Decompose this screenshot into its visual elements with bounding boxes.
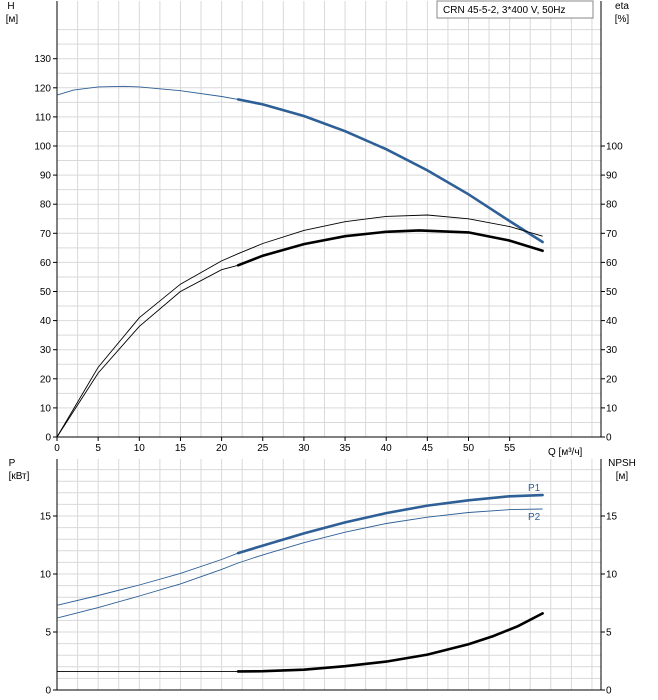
curve-npsh-thick	[236, 612, 544, 673]
left-tick-label: 40	[40, 316, 52, 327]
left-tick-label: 20	[40, 374, 52, 385]
curve-eta_total-thin	[56, 264, 239, 438]
left-tick-label: 5	[45, 628, 51, 639]
right-tick-label: 20	[606, 374, 618, 385]
legend-box-text: CRN 45-5-2, 3*400 V, 50Hz	[443, 5, 565, 16]
y-axis-unit-NPSH: [м]	[616, 471, 629, 482]
curve-h-thin	[56, 85, 239, 100]
left-tick-label: 15	[40, 512, 52, 523]
curve-p2-thin	[56, 508, 543, 619]
right-tick-label: 40	[606, 316, 618, 327]
right-tick-label: 0	[606, 686, 612, 697]
chart-panel-power-npsh	[53, 459, 605, 691]
x-axis-label-Q: Q [м³/ч]	[548, 447, 583, 458]
right-tick-label: 10	[606, 403, 618, 414]
right-tick-label: 30	[606, 345, 618, 356]
left-tick-label: 60	[40, 258, 52, 269]
x-tick-label: 10	[134, 443, 146, 454]
right-tick-label: 60	[606, 258, 618, 269]
left-tick-label: 110	[35, 112, 51, 123]
y-axis-name-eta: eta	[615, 1, 629, 12]
y-axis-name-NPSH: NPSH	[608, 458, 636, 469]
left-tick-label: 70	[40, 229, 52, 240]
x-tick-label: 55	[504, 443, 516, 454]
right-tick-label: 0	[606, 433, 612, 444]
curve-p1-thick	[236, 493, 544, 555]
curve-eta_pump-thin	[56, 214, 543, 438]
y-axis-unit-H: [м]	[6, 14, 19, 25]
left-tick-label: 50	[40, 287, 52, 298]
right-tick-label: 100	[606, 142, 623, 153]
left-tick-label: 90	[40, 171, 52, 182]
right-tick-label: 90	[606, 171, 618, 182]
curve-h-thick	[236, 98, 544, 244]
left-tick-label: 10	[40, 403, 52, 414]
x-tick-label: 40	[381, 443, 393, 454]
x-tick-label: 50	[463, 443, 475, 454]
x-tick-label: 15	[175, 443, 187, 454]
y-axis-unit-eta: [%]	[615, 14, 630, 25]
y-axis-name-H: H	[7, 1, 14, 12]
x-tick-label: 35	[339, 443, 351, 454]
y-axis-name-P: P	[9, 458, 16, 469]
legend-box	[436, 0, 594, 19]
x-tick-label: 5	[95, 443, 101, 454]
curve-eta_total-thick	[236, 229, 544, 267]
x-tick-label: 25	[257, 443, 269, 454]
x-tick-label: 0	[54, 443, 60, 454]
left-tick-label: 10	[40, 570, 52, 581]
left-tick-label: 0	[45, 686, 51, 697]
left-tick-label: 0	[45, 433, 51, 444]
x-tick-label: 30	[298, 443, 310, 454]
left-tick-label: 130	[34, 54, 51, 65]
x-tick-label: 20	[216, 443, 228, 454]
x-tick-label: 45	[422, 443, 434, 454]
right-tick-label: 10	[606, 570, 618, 581]
right-tick-label: 70	[606, 229, 618, 240]
right-tick-label: 15	[606, 512, 618, 523]
right-tick-label: 50	[606, 287, 618, 298]
left-tick-label: 30	[40, 345, 52, 356]
y-axis-unit-P: [кВт]	[9, 471, 30, 482]
chart-panel-head-efficiency	[53, 1, 605, 441]
curve-p1-thin	[56, 552, 239, 606]
right-tick-label: 80	[606, 200, 618, 211]
left-tick-label: 120	[34, 83, 51, 94]
curve-label-p2: P2	[528, 512, 541, 523]
right-tick-label: 5	[606, 628, 612, 639]
left-tick-label: 100	[34, 142, 51, 153]
left-tick-label: 80	[40, 200, 52, 211]
curve-label-p1: P1	[528, 483, 541, 494]
